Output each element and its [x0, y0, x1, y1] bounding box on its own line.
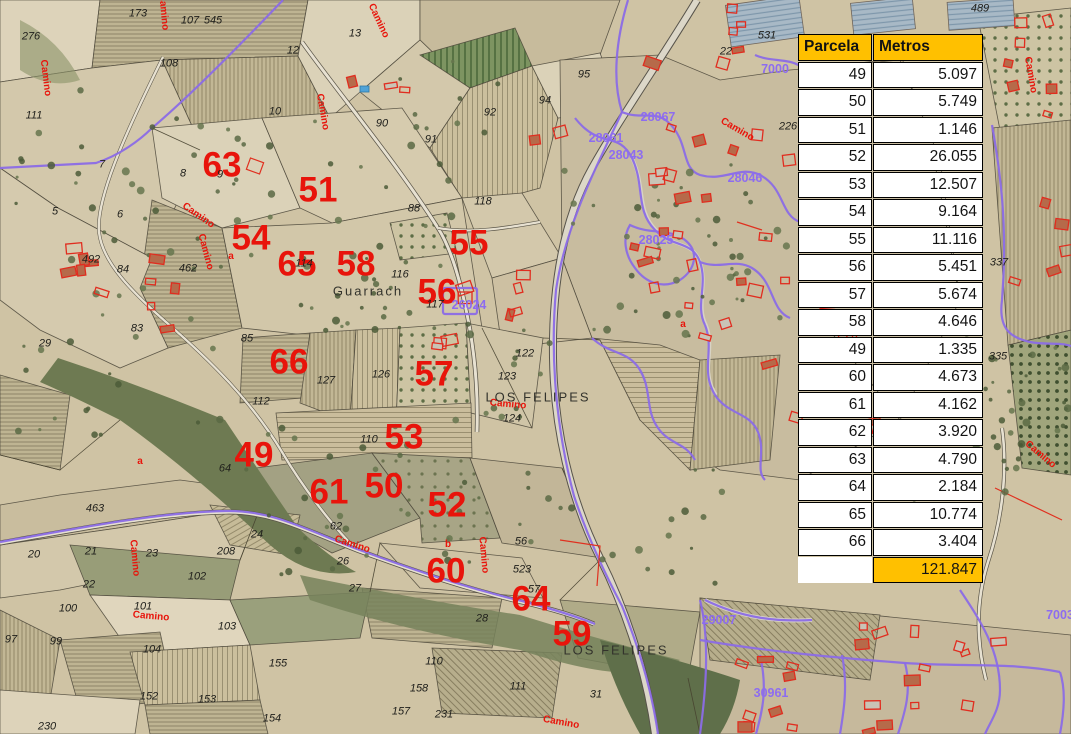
- header-row: Parcela Metros: [798, 34, 983, 61]
- parcela-cell[interactable]: 51: [798, 116, 872, 143]
- table-row: 62 3.920: [798, 419, 983, 446]
- metros-cell[interactable]: 3.920: [873, 419, 983, 446]
- parcela-cell[interactable]: 65: [798, 501, 872, 528]
- tree-scatter: [14, 59, 1071, 586]
- metros-cell[interactable]: 5.451: [873, 254, 983, 281]
- parcela-cell[interactable]: 55: [798, 226, 872, 253]
- table-row: 50 5.749: [798, 89, 983, 116]
- table-row: 63 4.790: [798, 446, 983, 473]
- greenhouses: [724, 0, 1016, 48]
- table-row: 58 4.646: [798, 309, 983, 336]
- parcela-header[interactable]: Parcela: [798, 34, 872, 61]
- parcela-cell[interactable]: 56: [798, 254, 872, 281]
- table-row: 60 4.673: [798, 364, 983, 391]
- metros-cell[interactable]: 11.116: [873, 226, 983, 253]
- metros-cell[interactable]: 5.749: [873, 89, 983, 116]
- pool: [359, 85, 370, 93]
- table-row: 52 26.055: [798, 144, 983, 171]
- metros-cell[interactable]: 1.146: [873, 116, 983, 143]
- table-row: 56 5.451: [798, 254, 983, 281]
- parcela-cell[interactable]: 49: [798, 336, 872, 363]
- metros-cell[interactable]: 4.790: [873, 446, 983, 473]
- metros-cell[interactable]: 4.646: [873, 309, 983, 336]
- metros-cell[interactable]: 26.055: [873, 144, 983, 171]
- metros-cell[interactable]: 5.097: [873, 61, 983, 88]
- total-metros-cell[interactable]: 121.847: [873, 556, 983, 583]
- parcela-cell[interactable]: 54: [798, 199, 872, 226]
- metros-cell[interactable]: 10.774: [873, 501, 983, 528]
- blank-cell: [798, 556, 872, 583]
- parcela-cell[interactable]: 61: [798, 391, 872, 418]
- table-row: 49 5.097: [798, 61, 983, 88]
- metros-cell[interactable]: 12.507: [873, 171, 983, 198]
- table-row: 54 9.164: [798, 199, 983, 226]
- parcela-cell[interactable]: 57: [798, 281, 872, 308]
- table-row: 61 4.162: [798, 391, 983, 418]
- table-row: 66 3.404: [798, 529, 983, 556]
- metros-cell[interactable]: 3.404: [873, 529, 983, 556]
- parcela-metros-table: Parcela Metros 49 5.097 50 5.749 51 1.146 52 26.0…: [797, 33, 984, 584]
- metros-cell[interactable]: 2.184: [873, 474, 983, 501]
- table-row: 51 1.146: [798, 116, 983, 143]
- metros-cell[interactable]: 9.164: [873, 199, 983, 226]
- table-row: 64 2.184: [798, 474, 983, 501]
- parcela-cell[interactable]: 66: [798, 529, 872, 556]
- table-row: 49 1.335: [798, 336, 983, 363]
- parcela-cell[interactable]: 53: [798, 171, 872, 198]
- metros-cell[interactable]: 4.673: [873, 364, 983, 391]
- metros-cell[interactable]: 5.674: [873, 281, 983, 308]
- parcela-cell[interactable]: 60: [798, 364, 872, 391]
- metros-cell[interactable]: 1.335: [873, 336, 983, 363]
- parcela-cell[interactable]: 64: [798, 474, 872, 501]
- parcela-cell[interactable]: 52: [798, 144, 872, 171]
- parcela-table: Parcela Metros 49 5.097 50 5.749 51 1.146 52 26.0…: [797, 33, 984, 584]
- parcela-cell[interactable]: 50: [798, 89, 872, 116]
- table-row: 53 12.507: [798, 171, 983, 198]
- metros-header[interactable]: Metros: [873, 34, 983, 61]
- table-row: 65 10.774: [798, 501, 983, 528]
- parcela-cell[interactable]: 49: [798, 61, 872, 88]
- table-row: 57 5.674: [798, 281, 983, 308]
- parcela-cell[interactable]: 62: [798, 419, 872, 446]
- metros-cell[interactable]: 4.162: [873, 391, 983, 418]
- total-row: 121.847: [798, 556, 983, 583]
- parcela-cell[interactable]: 58: [798, 309, 872, 336]
- parcela-cell[interactable]: 63: [798, 446, 872, 473]
- table-row: 55 11.116: [798, 226, 983, 253]
